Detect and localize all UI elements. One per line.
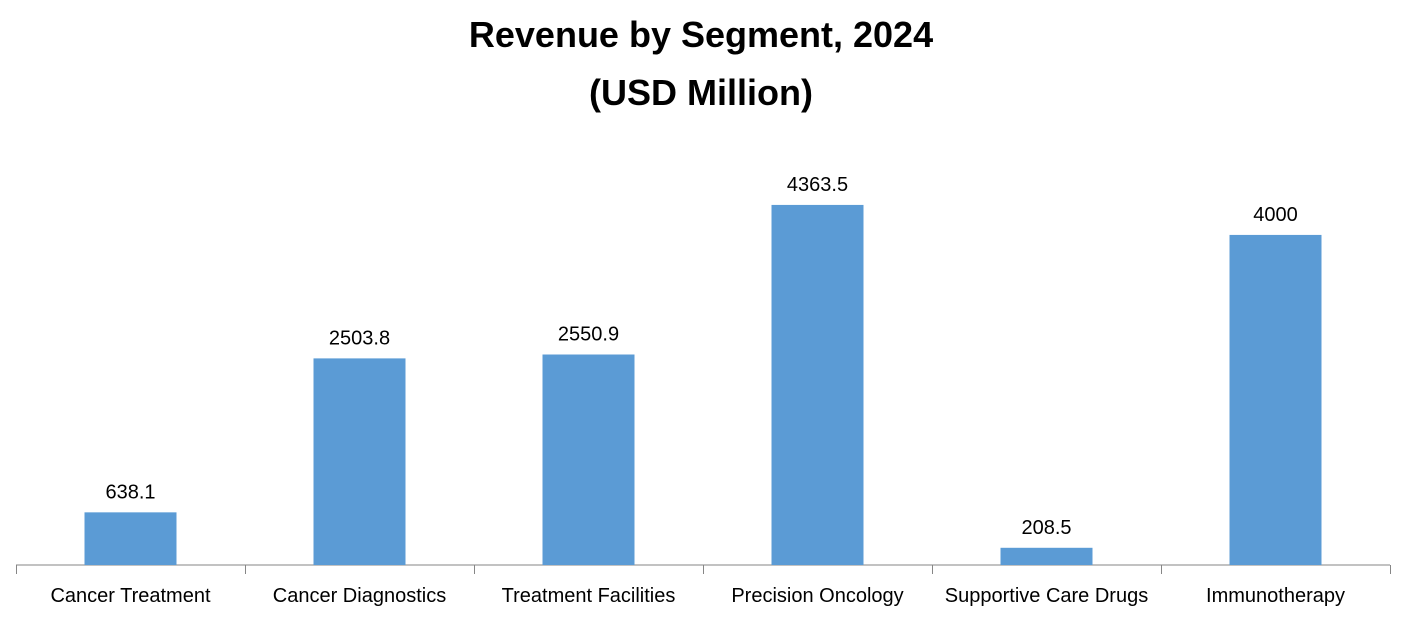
data-label: 208.5 [1021, 517, 1071, 539]
data-label: 2503.8 [329, 327, 390, 349]
data-label: 638.1 [105, 481, 155, 503]
data-label: 4000 [1253, 204, 1298, 226]
chart-title: Revenue by Segment, 2024 (USD Million) [0, 6, 1402, 122]
bar [1229, 234, 1322, 566]
x-tick-label: Cancer Treatment [50, 585, 211, 607]
bar [771, 204, 864, 565]
chart-title-main: Revenue by Segment, 2024 [468, 14, 934, 55]
x-tick-label: Precision Oncology [731, 585, 903, 607]
x-tick-label: Cancer Diagnostics [273, 585, 446, 607]
data-label: 4363.5 [787, 174, 848, 196]
bar [1000, 547, 1093, 565]
chart-subtitle: (USD Million) [589, 72, 813, 113]
bar [542, 354, 635, 565]
bar [84, 512, 177, 565]
x-tick-label: Immunotherapy [1206, 585, 1345, 607]
x-tick-label: Supportive Care Drugs [945, 585, 1148, 607]
data-label: 2550.9 [558, 323, 619, 345]
x-tick-label: Treatment Facilities [502, 585, 676, 607]
bar [313, 358, 406, 565]
